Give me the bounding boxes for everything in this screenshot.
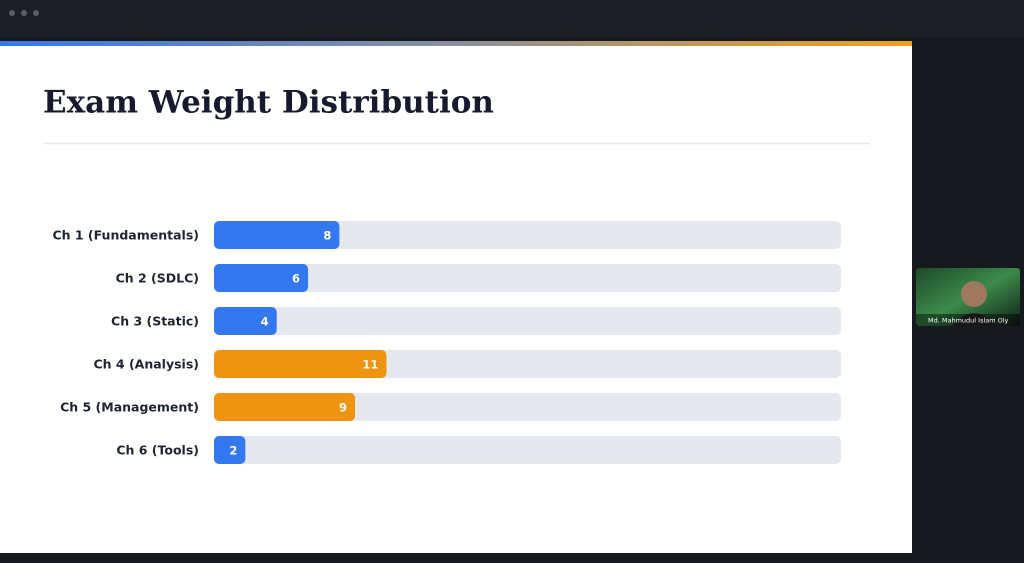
category-label: Ch 2 (SDLC) xyxy=(116,271,199,286)
participant-name: Md. Mahmudul Islam Oly xyxy=(928,317,1009,325)
value-label: 9 xyxy=(339,401,347,415)
bar xyxy=(214,393,356,421)
bar xyxy=(214,221,340,249)
bar-track xyxy=(214,436,841,464)
window-dot[interactable] xyxy=(9,10,15,16)
top-bar xyxy=(0,0,1024,38)
bar-track xyxy=(214,393,841,421)
category-label: Ch 5 (Management) xyxy=(60,400,199,415)
category-label: Ch 3 (Static) xyxy=(111,314,199,329)
window-dot[interactable] xyxy=(33,10,39,16)
category-label: Ch 4 (Analysis) xyxy=(93,357,199,372)
slide-stripe xyxy=(0,41,912,46)
category-label: Ch 1 (Fundamentals) xyxy=(52,228,199,243)
value-label: 8 xyxy=(323,229,331,243)
value-label: 2 xyxy=(229,444,237,458)
avatar-face xyxy=(961,281,987,307)
chart: Ch 1 (Fundamentals) 8 Ch 2 (SDLC) 6 Ch 3 (St… xyxy=(52,221,841,464)
value-label: 11 xyxy=(362,358,378,372)
slide-title: Exam Weight Distribution xyxy=(43,85,494,121)
bar-track xyxy=(214,264,841,292)
bar-track xyxy=(214,221,841,249)
participant-tile[interactable]: Md. Mahmudul Islam Oly xyxy=(916,268,1020,326)
bar-track xyxy=(214,307,841,335)
bar xyxy=(214,350,387,378)
bar xyxy=(214,436,246,464)
avatar-body xyxy=(952,313,996,326)
category-label: Ch 6 (Tools) xyxy=(116,443,199,458)
bar xyxy=(214,307,277,335)
window-dot[interactable] xyxy=(21,10,27,16)
value-label: 6 xyxy=(292,272,300,286)
name-bar xyxy=(916,314,1020,326)
bar xyxy=(214,264,309,292)
slide xyxy=(0,41,912,553)
value-label: 4 xyxy=(261,315,269,329)
